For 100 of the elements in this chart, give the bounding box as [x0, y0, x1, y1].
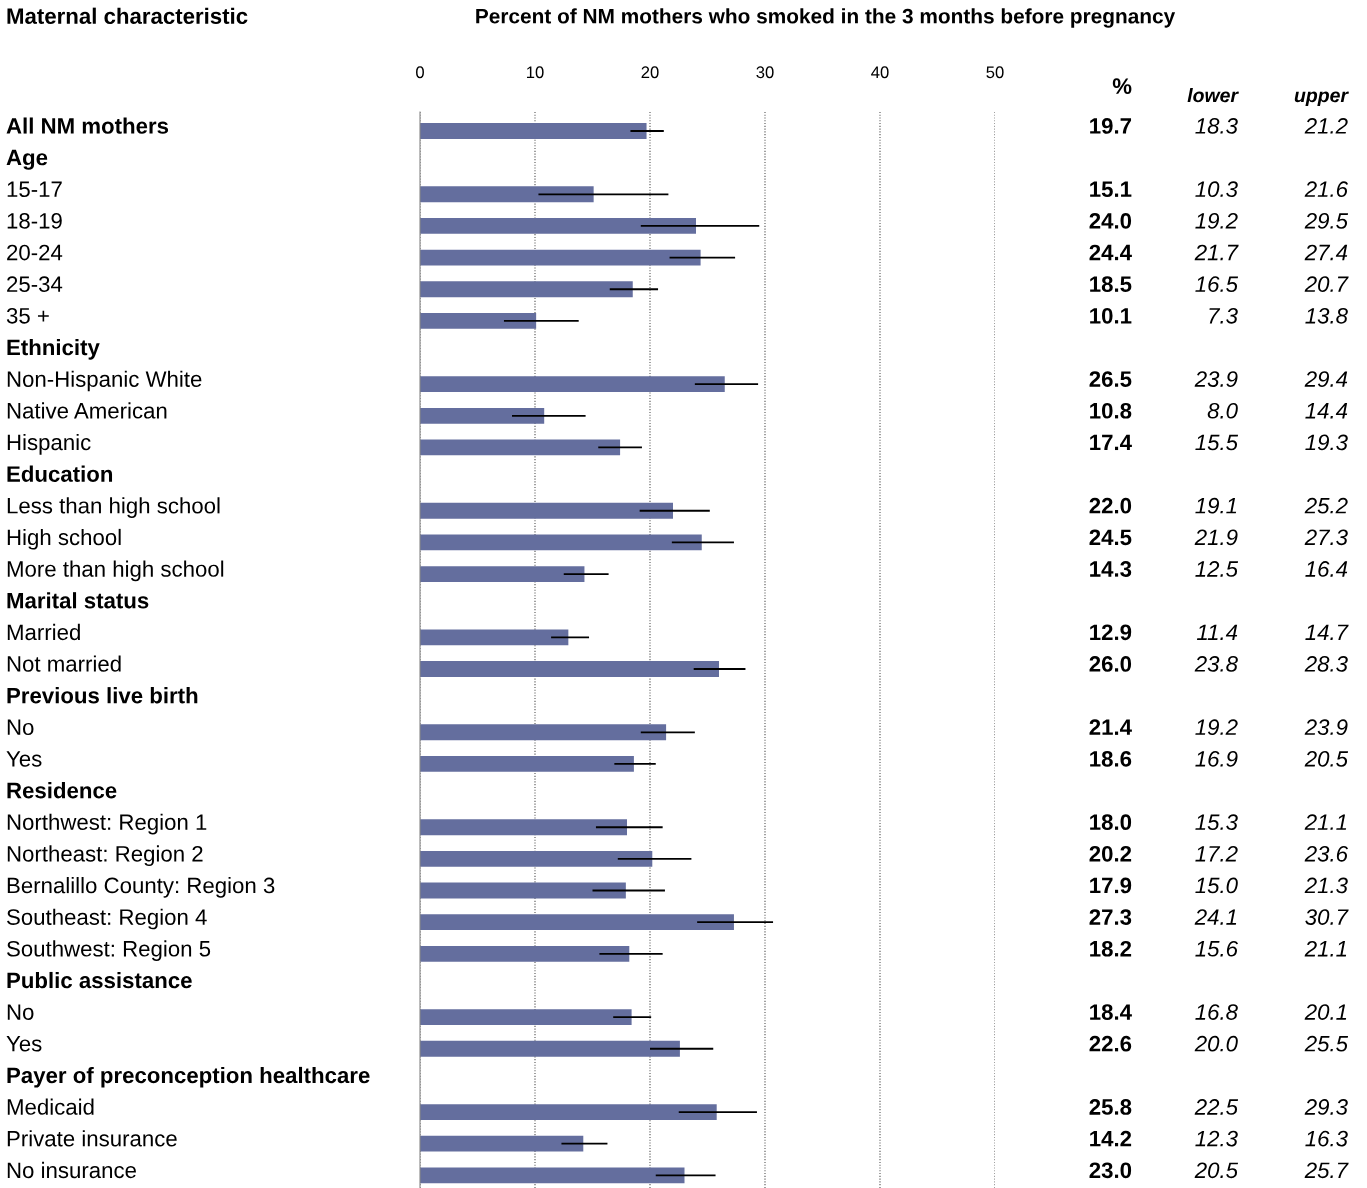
y-tick-label: Bernalillo County: Region 3: [7, 877, 275, 898]
bar: [420, 724, 667, 741]
y-tick-label: 20-24: [7, 244, 63, 261]
text: 25.7: [1304, 1162, 1349, 1179]
y-tick-label: Yes: [6, 1036, 42, 1052]
data-label: 21.4: [1089, 719, 1132, 735]
text: 29.5: [1304, 212, 1349, 229]
text: 16.8: [1195, 1004, 1238, 1020]
text: 16.5: [1195, 276, 1239, 293]
text: 25.2: [1304, 497, 1348, 514]
y-tick-label: 18-19: [7, 212, 62, 229]
data-label: 14.3: [1090, 561, 1132, 577]
text: 10.3: [1195, 181, 1238, 198]
text: 22.5: [1194, 1099, 1239, 1115]
text: 21.3: [1304, 877, 1348, 894]
text: 15.5: [1195, 434, 1239, 451]
data-label: 24.0: [1089, 212, 1132, 229]
bar: [420, 312, 537, 329]
y-tick-label: Not married: [7, 655, 121, 672]
y-tick-label: More than high school: [7, 560, 224, 582]
y-tick-label: Hispanic: [7, 433, 91, 455]
bar: [420, 376, 725, 393]
data-label: 18.2: [1090, 940, 1132, 957]
text: 19.1: [1195, 497, 1237, 514]
text: 16.3: [1305, 1130, 1348, 1147]
text: 15.3: [1195, 814, 1238, 831]
y-tick-label: 15-17: [7, 181, 62, 198]
bar: [420, 819, 627, 836]
bar: [420, 249, 701, 266]
data-label: 24.5: [1089, 529, 1132, 546]
y-tick-label: No insurance: [7, 1161, 136, 1179]
chart-title: Percent of NM mothers who smoked in the 3 months before pregnancy: [476, 8, 1176, 28]
bar: [420, 407, 545, 424]
y-tick-label: Payer of preconception healthcare: [7, 1066, 370, 1088]
x-tick-label: 10: [527, 66, 544, 79]
y-axis-title: Maternal characteristic: [7, 7, 248, 24]
x-tick-label: 30: [756, 66, 774, 79]
text: 23.9: [1304, 719, 1348, 736]
text: 19.2: [1195, 719, 1238, 736]
text: 20.1: [1304, 1004, 1347, 1020]
bar: [420, 850, 653, 867]
text: 15.6: [1195, 940, 1238, 957]
bar: [420, 439, 621, 456]
bar: [420, 1167, 685, 1184]
text: 17.2: [1195, 845, 1238, 862]
data-label: 19.7: [1090, 118, 1132, 134]
y-tick-label: Marital status: [7, 592, 149, 609]
data-label: 12.9: [1090, 624, 1132, 641]
y-tick-label: 35 +: [6, 307, 49, 324]
text: 24.1: [1194, 909, 1237, 925]
y-tick-label: Education: [7, 465, 113, 482]
text: 12.3: [1195, 1130, 1238, 1147]
bar: [420, 1104, 717, 1120]
data-label: 17.4: [1090, 434, 1132, 451]
text: 25.5: [1304, 1035, 1349, 1052]
text: 27.4: [1304, 244, 1348, 261]
y-tick-label: No: [7, 1004, 34, 1020]
text: 29.4: [1304, 371, 1348, 387]
y-tick-label: Southeast: Region 4: [7, 908, 207, 930]
y-tick-label: Previous live birth: [7, 687, 198, 704]
data-label: 20.2: [1089, 845, 1132, 862]
data-label: 17.9: [1090, 877, 1132, 894]
x-tick-label: 20: [641, 66, 659, 79]
data-label: 18.0: [1090, 814, 1132, 831]
text: 20.5: [1194, 1162, 1239, 1179]
y-tick-label: Northeast: Region 2: [7, 845, 203, 867]
x-tick-label: 0: [416, 66, 424, 79]
data-label: 10.8: [1090, 402, 1132, 419]
x-tick-label: 50: [986, 66, 1004, 79]
bar: [420, 661, 719, 677]
text: 21.1: [1304, 940, 1347, 957]
data-label: 24.4: [1089, 244, 1132, 261]
y-tick-label: Married: [7, 623, 80, 641]
bar: [420, 945, 630, 962]
y-tick-label: Residence: [7, 782, 117, 799]
text: 14.4: [1305, 403, 1348, 419]
bar: [420, 756, 634, 772]
y-tick-label: Ethnicity: [7, 339, 100, 360]
text: 19.3: [1305, 434, 1348, 451]
y-tick-label: Less than high school: [7, 497, 220, 518]
text: 23.6: [1304, 845, 1348, 862]
bar: [420, 882, 626, 899]
text: 21.2: [1304, 118, 1348, 134]
text: 21.1: [1304, 814, 1347, 830]
y-tick-label: Native American: [7, 402, 167, 419]
bar: [420, 629, 569, 646]
data-label: 26.0: [1089, 656, 1132, 672]
text: 23.9: [1194, 371, 1238, 387]
text: 13.8: [1305, 307, 1348, 324]
data-label: 18.6: [1090, 750, 1132, 767]
data-label: 23.0: [1089, 1162, 1132, 1179]
text: 20.0: [1194, 1035, 1238, 1052]
bar: [420, 1040, 680, 1057]
text: 15.0: [1195, 877, 1238, 894]
text: 21.9: [1194, 529, 1238, 546]
data-label: 26.5: [1089, 371, 1132, 387]
x-tick-label: 40: [871, 66, 889, 79]
text: 20.5: [1304, 750, 1349, 767]
text: 18.3: [1195, 118, 1238, 134]
text: 23.8: [1194, 656, 1238, 672]
